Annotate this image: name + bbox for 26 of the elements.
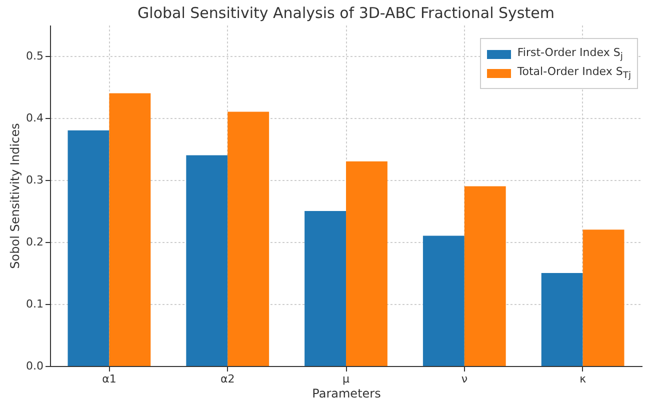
y-tick-label: 0.5 [26, 50, 44, 62]
y-tick-label: 0.0 [26, 360, 44, 372]
x-axis-title: Parameters [312, 386, 381, 400]
x-tick-label: ν [461, 372, 468, 386]
chart-title: Global Sensitivity Analysis of 3D-ABC Fractional System [138, 4, 554, 22]
bar [422, 236, 464, 366]
bar [186, 155, 228, 366]
y-tick-label: 0.3 [26, 174, 44, 186]
bar [228, 112, 270, 366]
legend-label: Total-Order Index S$_{Tj}$ [517, 65, 631, 82]
x-tick-label: α1 [102, 372, 116, 386]
y-tick-label: 0.1 [26, 298, 44, 310]
bar [346, 161, 388, 366]
bar [304, 211, 346, 366]
y-axis-title: Sobol Sensitivity Indices [8, 123, 22, 269]
legend-label: First-Order Index S$_{j}$ [517, 46, 623, 62]
bar [68, 130, 110, 366]
bar [582, 230, 624, 366]
bar [109, 93, 151, 366]
x-tick-label: α2 [220, 372, 235, 386]
bar [464, 186, 506, 366]
x-tick-label: κ [580, 372, 587, 386]
bar [541, 273, 583, 366]
y-tick-label: 0.2 [26, 236, 44, 248]
x-tick-label: μ [342, 372, 350, 386]
y-tick-label: 0.4 [26, 112, 44, 124]
